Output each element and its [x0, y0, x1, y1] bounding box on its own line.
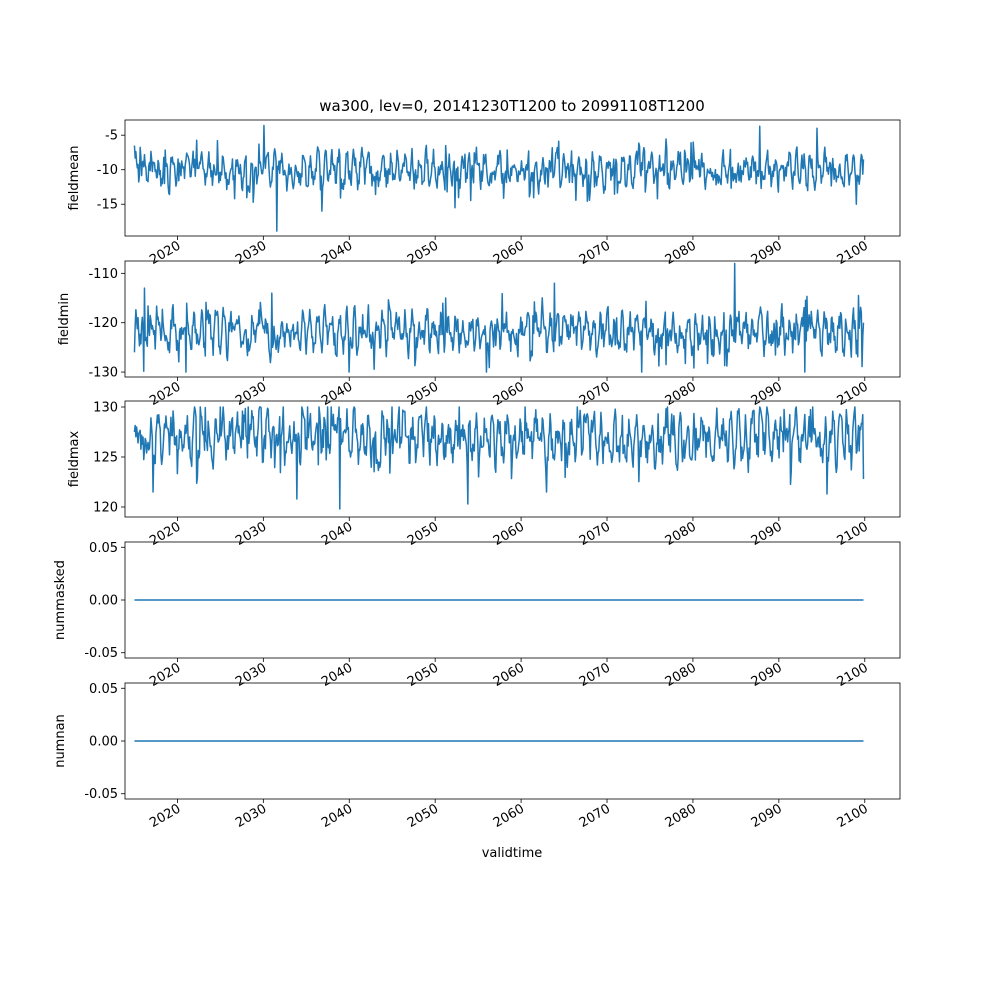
nummasked-y-axis-label: nummasked [53, 560, 68, 640]
fieldmean-series-line [133, 124, 865, 232]
x-axis-label: validtime [482, 846, 543, 861]
fieldmean-y-tick-label: -5 [105, 129, 118, 144]
fieldmin-y-tick-label: -110 [88, 267, 118, 282]
fieldmin-series-line [133, 262, 865, 373]
fieldmin-axes-frame [124, 260, 901, 378]
fieldmax-axes-frame [124, 400, 901, 518]
nummasked-y-tick-label: 0.00 [89, 594, 118, 609]
fieldmean-y-tick-label: -15 [97, 198, 118, 213]
figure-title: wa300, lev=0, 20141230T1200 to 20991108T… [319, 97, 705, 115]
fieldmin-y-tick-label: -130 [88, 366, 118, 381]
numnan-y-tick-label: 0.00 [89, 735, 118, 750]
fieldmean-axes-frame [124, 119, 901, 237]
fieldmax-y-tick-label: 125 [93, 451, 118, 466]
fieldmin-y-tick-label: -120 [88, 316, 118, 331]
numnan-y-axis-label: numnan [53, 714, 68, 768]
fieldmean-y-tick-label: -10 [97, 163, 118, 178]
nummasked-y-tick-label: 0.05 [89, 541, 118, 556]
fieldmean-y-axis-label: fieldmean [67, 146, 82, 211]
fieldmin-y-axis-label: fieldmin [57, 293, 72, 346]
fieldmax-y-tick-label: 120 [93, 501, 118, 516]
nummasked-y-tick-label: -0.05 [84, 646, 118, 661]
fieldmax-y-tick-label: 130 [93, 401, 118, 416]
numnan-y-tick-label: 0.05 [89, 682, 118, 697]
numnan-y-tick-label: -0.05 [84, 787, 118, 802]
fieldmax-series-line [133, 406, 865, 510]
fieldmax-y-axis-label: fieldmax [67, 431, 82, 488]
